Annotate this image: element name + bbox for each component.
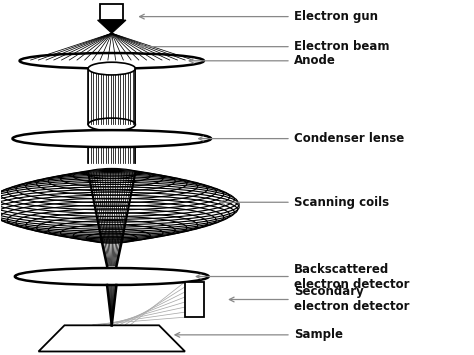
Text: Sample: Sample — [175, 328, 343, 342]
Bar — [185, 282, 204, 317]
Text: Scanning coils: Scanning coils — [220, 196, 389, 209]
Text: Secondary
electron detector: Secondary electron detector — [229, 285, 409, 313]
Bar — [100, 4, 123, 20]
Text: Electron beam: Electron beam — [139, 40, 389, 53]
Ellipse shape — [12, 130, 211, 147]
Ellipse shape — [88, 62, 136, 75]
Text: Backscattered
electron detector: Backscattered electron detector — [196, 262, 409, 290]
Ellipse shape — [19, 53, 204, 69]
Polygon shape — [38, 325, 185, 351]
Text: Anode: Anode — [189, 54, 336, 67]
Text: Condenser lense: Condenser lense — [199, 132, 404, 145]
Polygon shape — [98, 20, 126, 33]
Ellipse shape — [15, 268, 209, 285]
Text: Electron gun: Electron gun — [139, 10, 378, 23]
